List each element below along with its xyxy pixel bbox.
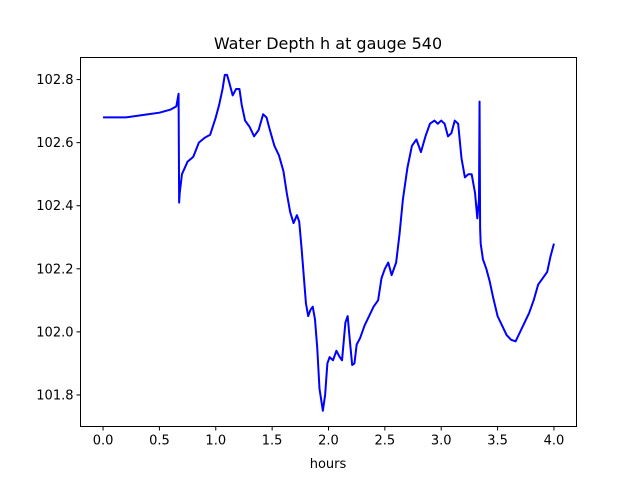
x-tick-label: 2.5 xyxy=(375,434,396,449)
x-axis-label: hours xyxy=(310,457,347,472)
chart-title: Water Depth h at gauge 540 xyxy=(214,34,442,53)
y-axis: 101.8 102.0 102.2 102.4 102.6 102.8 xyxy=(36,73,81,403)
x-tick-label: 0.0 xyxy=(93,434,114,449)
x-tick-label: 1.5 xyxy=(262,434,283,449)
plot-area xyxy=(103,73,555,412)
plot-frame xyxy=(80,57,577,427)
x-tick-label: 3.5 xyxy=(487,434,508,449)
x-axis: 0.0 0.5 1.0 1.5 2.0 2.5 3.0 3.5 4.0 xyxy=(93,426,565,449)
x-tick-label: 1.0 xyxy=(205,434,226,449)
x-tick-label: 3.0 xyxy=(431,434,452,449)
y-tick-label: 102.4 xyxy=(36,199,73,214)
x-tick-label: 2.0 xyxy=(318,434,339,449)
y-tick-label: 102.8 xyxy=(36,73,73,88)
y-tick-label: 101.8 xyxy=(36,388,73,403)
x-tick-label: 4.0 xyxy=(544,434,565,449)
y-tick-label: 102.0 xyxy=(36,325,73,340)
y-tick-label: 102.6 xyxy=(36,136,73,151)
x-tick-label: 0.5 xyxy=(149,434,170,449)
series-line-gauge-540 xyxy=(103,73,555,412)
y-tick-label: 102.2 xyxy=(36,262,73,277)
